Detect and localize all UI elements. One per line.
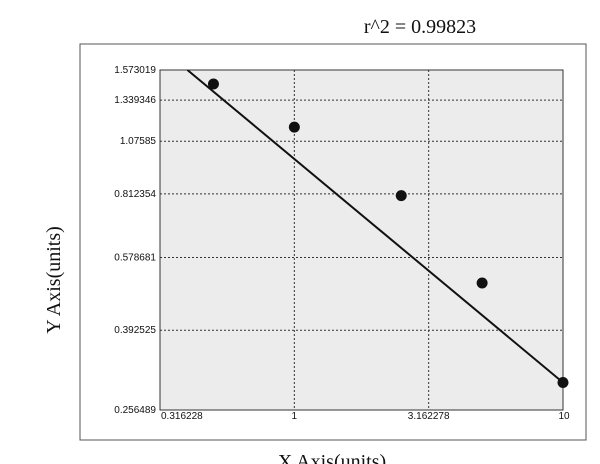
data-point bbox=[476, 277, 488, 289]
y-tick-label: 0.392525 bbox=[114, 325, 156, 336]
y-tick-label: 1.07585 bbox=[120, 136, 157, 147]
y-tick-label: 1.573019 bbox=[114, 65, 156, 76]
x-axis-label: X Axis(units) bbox=[278, 451, 386, 464]
y-tick-label: 0.812354 bbox=[114, 189, 156, 200]
y-tick-label: 0.578681 bbox=[114, 252, 156, 263]
chart-title: r^2 = 0.99823 bbox=[364, 16, 476, 38]
data-point bbox=[395, 190, 407, 202]
x-tick-label: 0.316228 bbox=[161, 411, 203, 422]
x-tick-label: 1 bbox=[292, 411, 298, 422]
x-tick-label: 3.162278 bbox=[408, 411, 450, 422]
y-axis-label: Y Axis(units) bbox=[43, 226, 65, 334]
y-tick-label: 1.339346 bbox=[114, 95, 156, 106]
y-tick-label: 0.256489 bbox=[114, 405, 156, 416]
data-point bbox=[288, 121, 300, 133]
x-tick-label: 10 bbox=[558, 411, 570, 422]
data-series bbox=[186, 70, 569, 389]
data-point bbox=[207, 78, 219, 90]
plot-area bbox=[159, 69, 564, 411]
data-point bbox=[557, 377, 569, 389]
y-tick-labels: 0.256489 0.392525 0.578681 0.812354 1.07585 1… bbox=[114, 65, 156, 416]
fit-line bbox=[186, 70, 563, 384]
x-tick-labels: 0.316228 1 3.162278 10 bbox=[161, 411, 570, 422]
